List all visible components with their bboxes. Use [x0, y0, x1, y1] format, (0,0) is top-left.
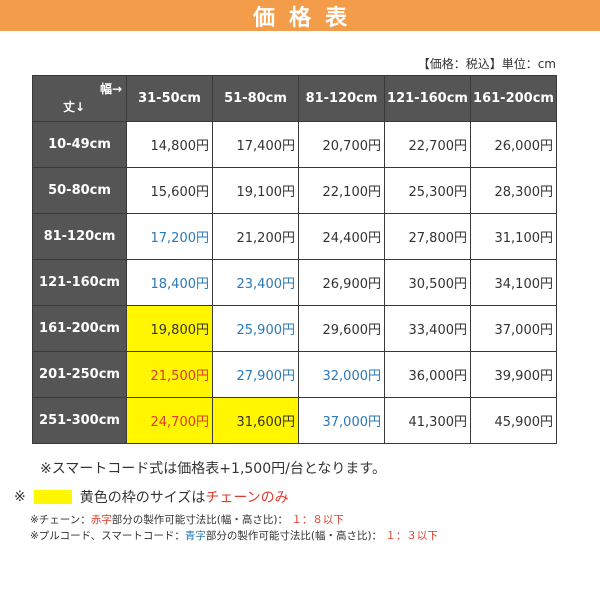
title-banner: 価格表 — [0, 0, 600, 31]
note-text: １：３以下 — [385, 530, 438, 542]
row-header: 50-80cm — [32, 167, 127, 214]
height-axis-label: 丈↓ — [63, 100, 86, 114]
yellow-swatch — [33, 490, 72, 504]
table-row: 81-120cm 17,200円 21,200円 24,400円 27,800円 31,1… — [32, 213, 557, 260]
chain-ratio-note: ※チェーン：赤字部分の製作可能寸法比(幅・高さ比)： １：８以下 — [30, 512, 344, 527]
note-text: １：８以下 — [291, 514, 344, 526]
note-text: 青字 — [184, 530, 206, 542]
legend-red-text: チェーンのみ — [205, 490, 289, 506]
column-header: 161-200cm — [470, 75, 557, 122]
price-cell: 20,700円 — [298, 121, 385, 168]
price-cell: 31,600円 — [212, 397, 299, 444]
smart-cord-note: ※スマートコード式は価格表+1,500円/台となります。 — [40, 461, 387, 477]
price-cell: 23,400円 — [212, 259, 299, 306]
price-cell: 32,000円 — [298, 351, 385, 398]
table-row: 50-80cm 15,600円 19,100円 22,100円 25,300円 28,30… — [32, 167, 557, 214]
price-cell: 24,700円 — [126, 397, 213, 444]
column-header: 51-80cm — [212, 75, 299, 122]
price-cell: 33,400円 — [384, 305, 471, 352]
price-table: 幅→ 丈↓ 31-50cm 51-80cm 81-120cm 121-160cm… — [32, 75, 557, 444]
row-header: 121-160cm — [32, 259, 127, 306]
legend-mark: ※ — [14, 489, 26, 505]
price-cell: 34,100円 — [470, 259, 557, 306]
price-cell: 14,800円 — [126, 121, 213, 168]
unit-note: 【価格：税込】単位：cm — [417, 57, 556, 71]
table-row: 161-200cm 19,800円 25,900円 29,600円 33,400円 37,… — [32, 305, 557, 352]
price-cell: 22,100円 — [298, 167, 385, 214]
price-cell: 25,900円 — [212, 305, 299, 352]
legend-note: ※ 黄色の枠のサイズは チェーンのみ — [14, 487, 289, 507]
price-cell: 17,400円 — [212, 121, 299, 168]
price-cell: 21,200円 — [212, 213, 299, 260]
price-cell: 26,900円 — [298, 259, 385, 306]
price-cell: 41,300円 — [384, 397, 471, 444]
corner-cell: 幅→ 丈↓ — [32, 75, 127, 122]
column-header: 81-120cm — [298, 75, 385, 122]
price-cell: 26,000円 — [470, 121, 557, 168]
price-cell: 19,100円 — [212, 167, 299, 214]
note-text: 赤字 — [90, 514, 112, 526]
row-header: 251-300cm — [32, 397, 127, 444]
price-cell: 37,000円 — [298, 397, 385, 444]
price-cell: 18,400円 — [126, 259, 213, 306]
price-cell: 21,500円 — [126, 351, 213, 398]
price-cell: 37,000円 — [470, 305, 557, 352]
note-text: ※チェーン： — [30, 514, 91, 526]
note-text: 部分の製作可能寸法比(幅・高さ比)： — [205, 530, 383, 542]
price-cell: 25,300円 — [384, 167, 471, 214]
note-text: 部分の製作可能寸法比(幅・高さ比)： — [111, 514, 288, 526]
legend-text: 黄色の枠のサイズは — [79, 490, 206, 506]
price-cell: 31,100円 — [470, 213, 557, 260]
row-header: 10-49cm — [32, 121, 127, 168]
price-cell: 28,300円 — [470, 167, 557, 214]
column-header: 121-160cm — [384, 75, 471, 122]
price-cell: 29,600円 — [298, 305, 385, 352]
column-header: 31-50cm — [126, 75, 213, 122]
table-row: 10-49cm 14,800円 17,400円 20,700円 22,700円 26,00… — [32, 121, 557, 168]
row-header: 161-200cm — [32, 305, 127, 352]
price-cell: 39,900円 — [470, 351, 557, 398]
note-text: ※プルコード、スマートコード： — [30, 530, 185, 542]
table-row: 121-160cm 18,400円 23,400円 26,900円 30,500円 34,… — [32, 259, 557, 306]
price-cell: 19,800円 — [126, 305, 213, 352]
price-cell: 27,800円 — [384, 213, 471, 260]
width-axis-label: 幅→ — [99, 82, 122, 96]
table-row: 201-250cm 21,500円 27,900円 32,000円 36,000円 39,… — [32, 351, 557, 398]
price-cell: 24,400円 — [298, 213, 385, 260]
price-cell: 15,600円 — [126, 167, 213, 214]
price-cell: 22,700円 — [384, 121, 471, 168]
pullcord-ratio-note: ※プルコード、スマートコード：青字部分の製作可能寸法比(幅・高さ比)： １：３以… — [30, 528, 438, 543]
price-cell: 27,900円 — [212, 351, 299, 398]
table-body: 10-49cm 14,800円 17,400円 20,700円 22,700円 26,00… — [32, 121, 557, 444]
page-title: 価格表 — [252, 5, 361, 31]
price-cell: 30,500円 — [384, 259, 471, 306]
price-cell: 17,200円 — [126, 213, 213, 260]
row-header: 81-120cm — [32, 213, 127, 260]
row-header: 201-250cm — [32, 351, 127, 398]
table-header-row: 幅→ 丈↓ 31-50cm 51-80cm 81-120cm 121-160cm… — [32, 75, 557, 122]
price-cell: 45,900円 — [470, 397, 557, 444]
table-row: 251-300cm 24,700円 31,600円 37,000円 41,300円 45,… — [32, 397, 557, 444]
price-cell: 36,000円 — [384, 351, 471, 398]
